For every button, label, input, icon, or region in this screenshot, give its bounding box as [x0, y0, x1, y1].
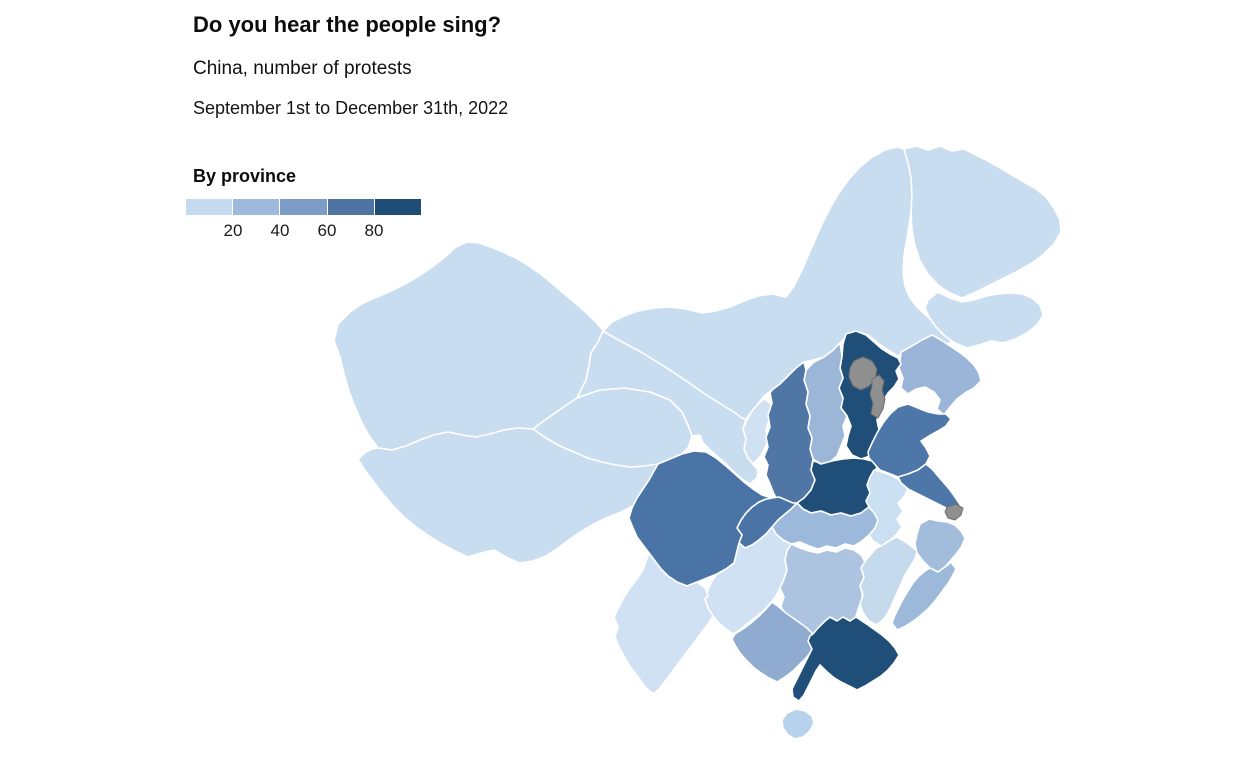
province-zhejiang [914, 518, 966, 573]
legend-swatch-0-20 [186, 199, 233, 215]
province-jiangxi [859, 536, 918, 626]
province-guangdong [791, 616, 900, 702]
legend-swatch-40-60 [280, 199, 327, 215]
province-jilin [924, 291, 1044, 349]
chart-title: Do you hear the people sing? [193, 12, 502, 37]
legend-swatch-20-40 [233, 199, 280, 215]
chart-subtitle: China, number of protests [193, 58, 412, 80]
province-yunnan [613, 552, 714, 695]
legend: By province 20 40 60 80 [186, 166, 446, 240]
legend-ticks: 20 40 60 80 [186, 215, 421, 240]
province-layer [333, 145, 1062, 740]
province-anhui [865, 469, 909, 547]
province-tianjin [869, 374, 886, 419]
legend-title: By province [193, 166, 297, 186]
province-hainan [781, 708, 815, 740]
province-ningxia [742, 398, 773, 465]
chart-date-range: September 1st to December 31th, 2022 [193, 98, 509, 119]
legend-tick-60: 60 [317, 221, 337, 240]
province-shandong [867, 403, 952, 478]
province-tibet [357, 427, 659, 564]
province-liaoning [898, 334, 982, 416]
legend-tick-80: 80 [364, 221, 384, 240]
province-heilongjiang [903, 145, 1062, 299]
legend-swatch-80plus [374, 199, 422, 215]
chart-header: Do you hear the people sing? China, numb… [193, 12, 508, 119]
legend-color-scale [186, 199, 422, 215]
legend-swatch-60-80 [327, 199, 374, 215]
province-beijing [848, 356, 878, 391]
province-inner-mongolia [602, 146, 953, 420]
legend-tick-20: 20 [223, 221, 243, 240]
province-fujian [891, 561, 957, 631]
province-shanghai [944, 503, 964, 521]
province-jiangsu [897, 463, 964, 513]
legend-tick-40: 40 [270, 221, 290, 240]
